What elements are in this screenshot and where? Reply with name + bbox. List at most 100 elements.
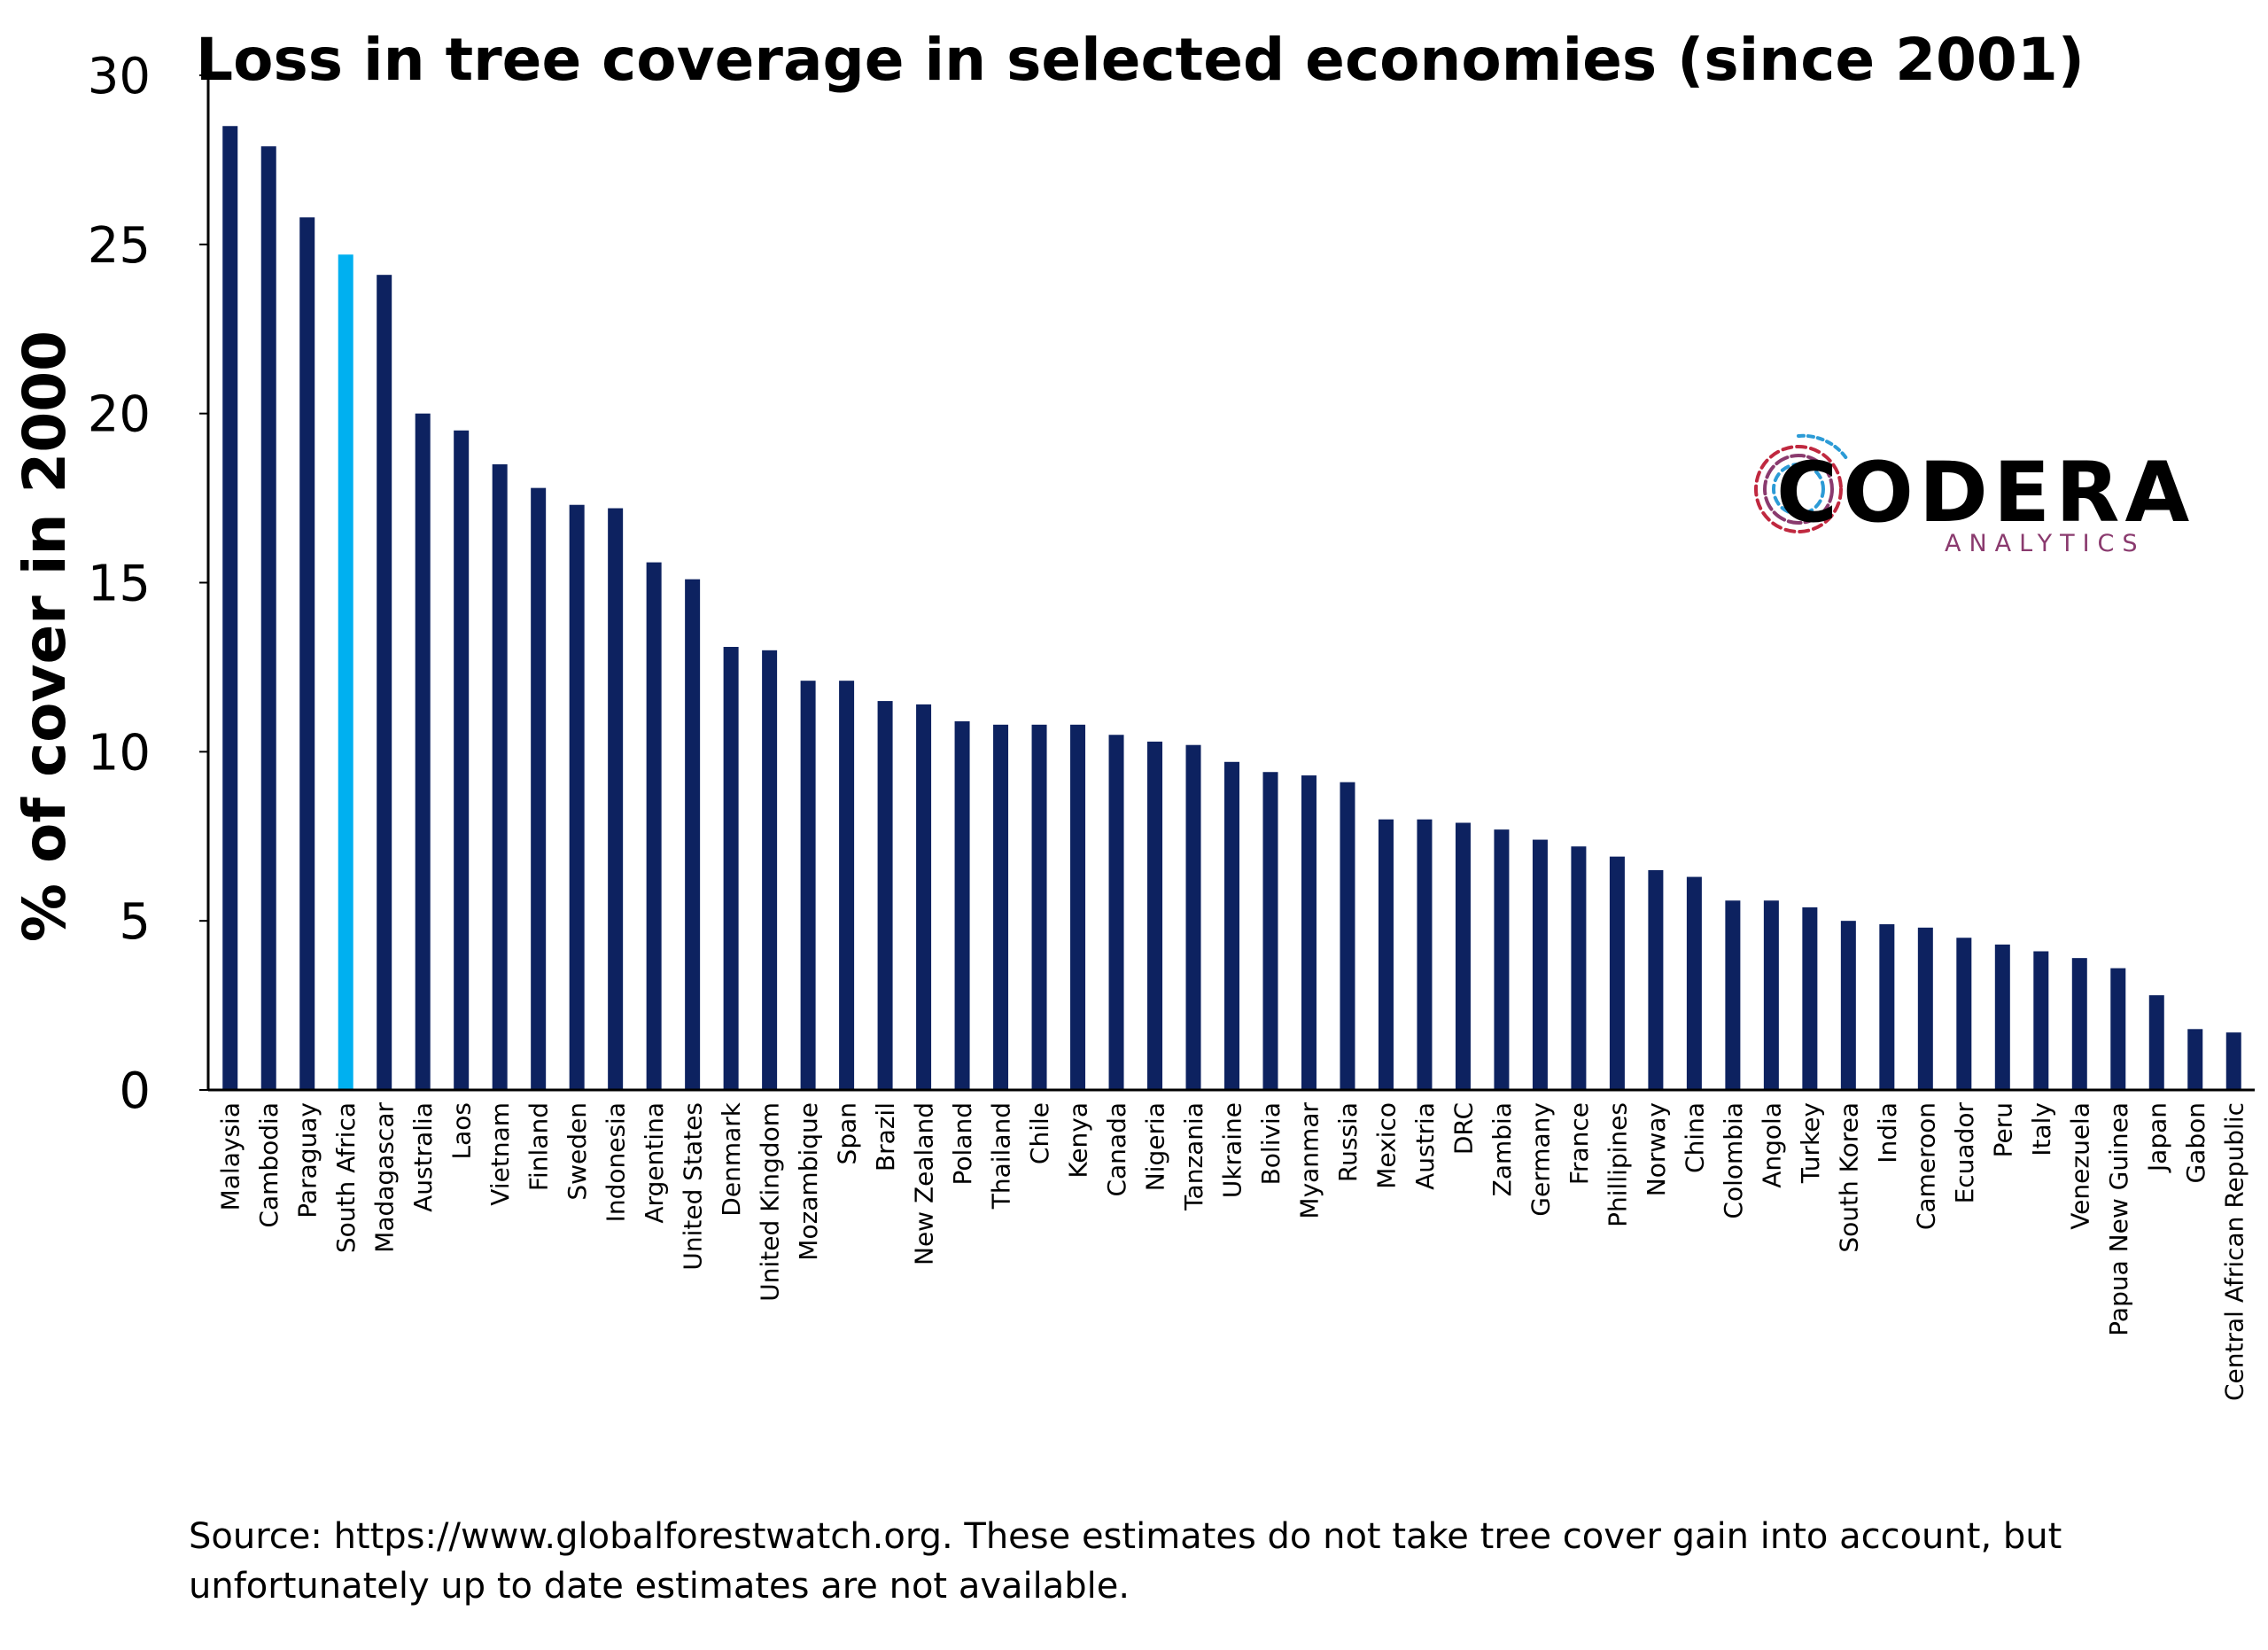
bar-bolivia — [1262, 772, 1278, 1090]
x-tick-label: Papua New Guinea — [2104, 1102, 2133, 1336]
x-tick-label: Laos — [447, 1102, 477, 1159]
x-tick-label: Norway — [1642, 1102, 1671, 1196]
x-tick-label: Mexico — [1371, 1102, 1401, 1189]
x-tick-label: Peru — [1988, 1102, 2017, 1157]
x-tick-label: Argentina — [640, 1102, 669, 1224]
y-tick-label: 0 — [119, 1062, 151, 1120]
x-tick-label: Nigeria — [1141, 1102, 1170, 1191]
bar-turkey — [1802, 907, 1818, 1090]
x-tick-label: Sweden — [563, 1102, 592, 1201]
bar-japan — [2148, 995, 2164, 1090]
bar-papua-new-guinea — [2110, 968, 2126, 1090]
x-tick-label: Tanzania — [1179, 1102, 1208, 1211]
bar-paraguay — [299, 217, 315, 1091]
x-tick-label: Russia — [1333, 1102, 1363, 1182]
x-tick-label: Germany — [1526, 1102, 1555, 1217]
y-axis-title: % of cover in 2000 — [11, 331, 79, 942]
bar-malaysia — [222, 126, 238, 1090]
bar-china — [1686, 876, 1702, 1090]
x-tick-label: Poland — [948, 1102, 977, 1185]
bar-span — [839, 681, 855, 1090]
x-tick-label: Mozambique — [794, 1102, 823, 1261]
x-tick-label: Kenya — [1064, 1102, 1093, 1179]
x-tick-label: Bolivia — [1256, 1102, 1285, 1185]
chart-title: Loss in tree coverage in selected econom… — [196, 26, 2085, 94]
x-tick-label: Thailand — [987, 1102, 1016, 1210]
x-tick-label: Myanmar — [1294, 1102, 1324, 1219]
bar-peru — [1994, 944, 2010, 1090]
bar-kenya — [1070, 724, 1086, 1090]
bar-laos — [454, 430, 470, 1090]
x-tick-label: Japan — [2142, 1102, 2171, 1173]
y-tick-label: 20 — [88, 386, 151, 444]
bar-ukraine — [1224, 761, 1239, 1090]
x-tick-label: Angola — [1757, 1102, 1786, 1188]
bar-sweden — [569, 504, 585, 1090]
x-tick-label: DRC — [1449, 1102, 1478, 1155]
x-tick-label: Australia — [408, 1102, 438, 1212]
y-tick-label: 15 — [88, 556, 151, 613]
x-tick-label: Venezuela — [2065, 1102, 2094, 1230]
x-tick-label: Vietnam — [485, 1102, 515, 1206]
x-tick-label: South Korea — [1834, 1102, 1863, 1253]
bar-angola — [1763, 900, 1779, 1090]
x-tick-label: India — [1873, 1102, 1902, 1164]
x-tick-label: Span — [833, 1102, 862, 1164]
x-tick-label: France — [1565, 1102, 1594, 1185]
x-tick-label: China — [1680, 1102, 1709, 1173]
bar-italy — [2033, 951, 2049, 1090]
bar-south-korea — [1840, 921, 1856, 1090]
x-tick-label: United Kingdom — [756, 1102, 785, 1302]
bar-united-kingdom — [762, 650, 778, 1090]
source-note-line-1: Source: https://www.globalforestwatch.or… — [189, 1516, 2062, 1557]
bar-madagascar — [377, 275, 392, 1090]
logo-mark-icon — [1754, 433, 1850, 533]
x-tick-label: Austria — [1410, 1102, 1440, 1190]
x-tick-label: Malaysia — [216, 1102, 245, 1210]
x-tick-label: Finland — [524, 1102, 554, 1191]
x-tick-label: Madagascar — [370, 1102, 400, 1253]
x-tick-label: Gabon — [2181, 1102, 2210, 1184]
bar-phillipines — [1609, 856, 1625, 1090]
bar-indonesia — [608, 508, 624, 1090]
bar-myanmar — [1301, 775, 1317, 1090]
bar-central-african-republic — [2225, 1032, 2241, 1090]
bar-austria — [1417, 819, 1433, 1090]
bar-south-africa — [338, 254, 353, 1090]
bar-tanzania — [1185, 744, 1201, 1090]
bar-cambodia — [260, 146, 276, 1090]
bar-australia — [415, 413, 431, 1091]
bar-germany — [1532, 839, 1548, 1090]
source-note-line-2: unfortunately up to date estimates are n… — [189, 1566, 1130, 1607]
x-tick-label: Cambodia — [254, 1102, 284, 1228]
bar-finland — [531, 487, 547, 1090]
x-tick-label: Italy — [2027, 1102, 2056, 1156]
bar-russia — [1340, 782, 1355, 1090]
bar-united-states — [685, 579, 701, 1090]
bar-zambia — [1494, 829, 1510, 1090]
x-tick-label: Ecuador — [1950, 1102, 1979, 1204]
x-tick-label: Cameroon — [1911, 1102, 1940, 1230]
bar-venezuela — [2071, 958, 2087, 1090]
bar-thailand — [993, 724, 1009, 1090]
logo-tagline: ANALYTICS — [1945, 530, 2146, 557]
bar-brazil — [877, 701, 893, 1090]
x-tick-label: South Africa — [331, 1102, 361, 1253]
bar-chile — [1031, 724, 1047, 1090]
codera-logo: CODERA ANALYTICS — [1754, 433, 2194, 557]
logo-wordmark: CODERA — [1776, 445, 2194, 541]
x-tick-label: Central African Republic — [2219, 1102, 2249, 1401]
x-tick-label: Ukraine — [1218, 1102, 1247, 1198]
x-tick-label: Denmark — [717, 1101, 746, 1216]
bar-gabon — [2187, 1029, 2203, 1090]
source-note: Source: https://www.globalforestwatch.or… — [189, 1512, 2226, 1611]
y-tick-label: 5 — [119, 893, 151, 951]
x-tick-label: Indonesia — [602, 1102, 631, 1222]
bar-india — [1879, 923, 1895, 1090]
x-tick-label: Colombia — [1719, 1102, 1748, 1219]
x-tick-label: Canada — [1102, 1102, 1131, 1197]
x-tick-label: Brazil — [871, 1102, 900, 1171]
bar-cameroon — [1917, 927, 1933, 1090]
bar-france — [1571, 846, 1587, 1090]
